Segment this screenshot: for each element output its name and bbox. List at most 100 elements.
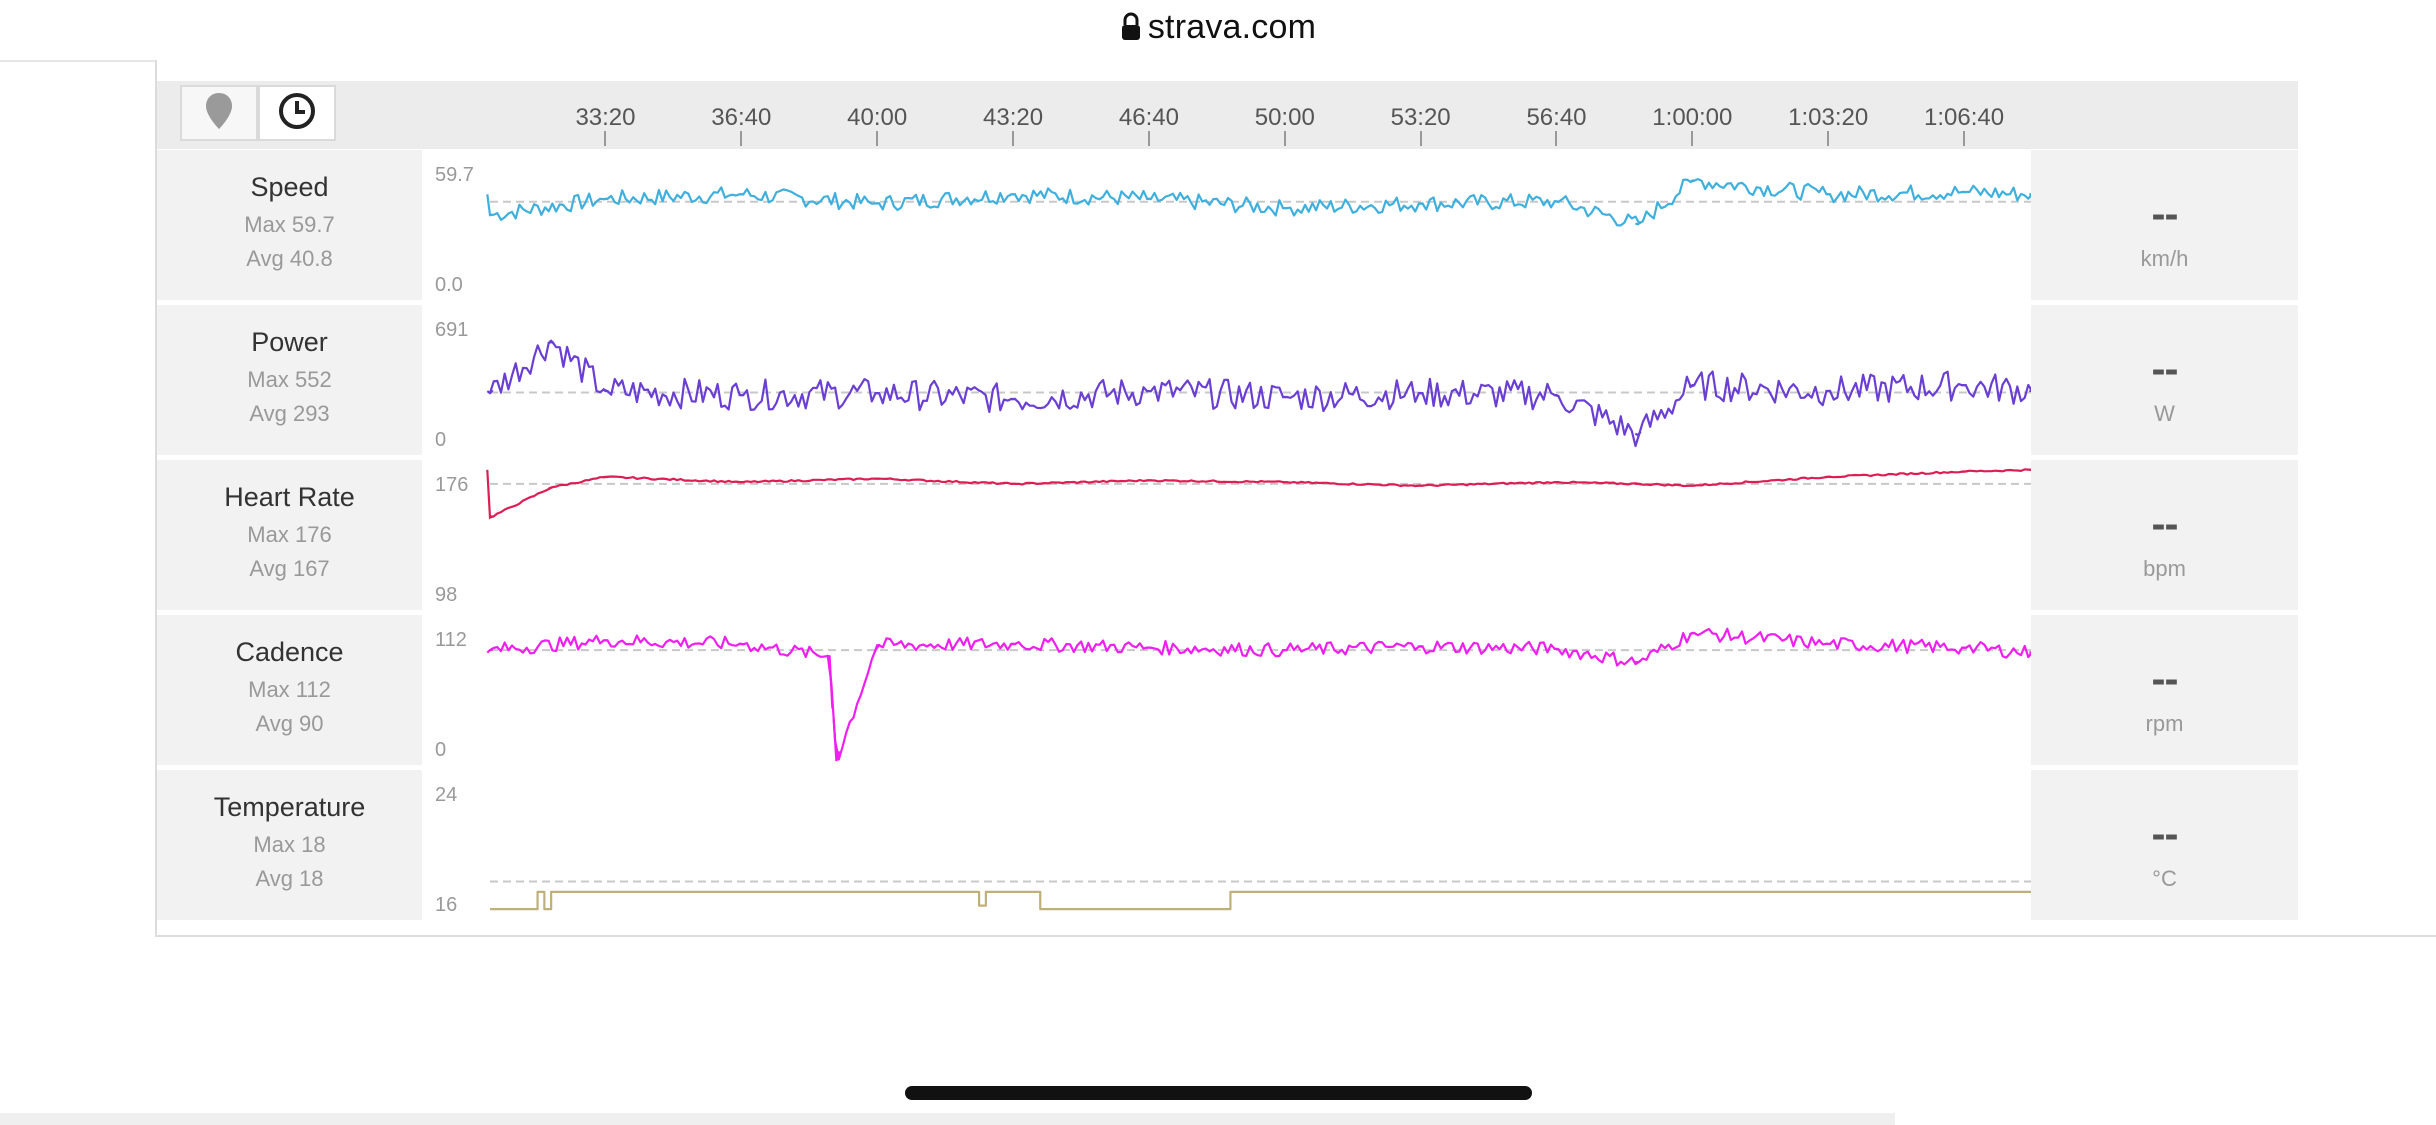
- url-text: strava.com: [1147, 7, 1317, 46]
- y-axis-min: 16: [435, 894, 458, 916]
- x-tick-label: 1:06:40: [1924, 104, 2005, 131]
- stream-row-cadence[interactable]: Cadence Max 112 Avg 90 112 0 -- rpm: [157, 615, 2298, 765]
- y-axis-min: 98: [435, 584, 458, 606]
- x-tick-mark: [1012, 131, 1015, 146]
- x-tick-label: 50:00: [1254, 104, 1315, 131]
- stream-row-power[interactable]: Power Max 552 Avg 293 691 0 -- W: [157, 305, 2298, 455]
- stream-plot[interactable]: 24 16: [423, 770, 2031, 920]
- stream-avg: Avg 18: [255, 866, 324, 891]
- stream-label: Speed Max 59.7 Avg 40.8: [157, 150, 422, 300]
- x-tick-label: 1:03:20: [1788, 104, 1869, 131]
- stream-chart-svg: [486, 178, 2031, 227]
- stream-plot[interactable]: 176 98: [423, 460, 2031, 610]
- current-value: --: [2151, 500, 2179, 547]
- series-line-power: [488, 340, 2031, 448]
- stream-name: Heart Rate: [224, 482, 355, 512]
- stream-plot[interactable]: 112 0: [423, 615, 2031, 765]
- unit-label: bpm: [2143, 556, 2186, 581]
- stream-name: Speed: [250, 172, 329, 202]
- series-line-temperature: [490, 890, 2031, 911]
- stream-avg: Avg 293: [249, 401, 330, 426]
- y-axis-max: 24: [435, 784, 458, 806]
- x-tick-mark: [1963, 131, 1966, 146]
- stream-row-speed[interactable]: Speed Max 59.7 Avg 40.8 59.7 0.0 -- km/h: [157, 150, 2298, 300]
- url-display[interactable]: strava.com: [1120, 8, 1316, 47]
- x-tick-label: 56:40: [1526, 104, 1587, 131]
- x-tick-label: 46:40: [1118, 104, 1179, 131]
- unit-label: W: [2154, 401, 2175, 426]
- stream-chart-svg: [490, 880, 2031, 911]
- stream-avg: Avg 167: [249, 556, 330, 581]
- stream-label: Temperature Max 18 Avg 18: [157, 770, 422, 920]
- stream-max: Max 176: [247, 522, 332, 547]
- x-tick-mark: [1147, 131, 1150, 146]
- stream-plot[interactable]: 59.7 0.0: [423, 150, 2031, 300]
- stream-name: Power: [251, 327, 328, 357]
- data-point-marks: [486, 468, 2031, 520]
- series-line-speed: [489, 178, 2031, 227]
- stream-name: Cadence: [235, 637, 344, 667]
- stream-max: Max 552: [247, 367, 332, 392]
- stream-chart-svg: [486, 339, 2031, 448]
- current-value: --: [2151, 345, 2179, 392]
- y-axis-max: 691: [435, 319, 469, 341]
- y-axis-max: 112: [435, 629, 467, 651]
- stream-name: Temperature: [213, 792, 366, 822]
- browser-address-bar[interactable]: strava.com: [0, 0, 2436, 62]
- stream-max: Max 18: [253, 832, 326, 857]
- data-point-marks: [486, 631, 2031, 762]
- stream-avg: Avg 40.8: [246, 246, 333, 271]
- clock-icon: [277, 91, 317, 136]
- series-line-cadence: [489, 627, 2031, 761]
- unit-label: km/h: [2140, 246, 2189, 271]
- y-axis-max: 176: [435, 474, 469, 496]
- distance-view-button[interactable]: [180, 85, 258, 141]
- stream-chart-svg: [486, 627, 2031, 762]
- unit-label: °C: [2152, 866, 2177, 891]
- x-tick-mark: [740, 131, 743, 146]
- series-line-heart-rate: [489, 468, 2031, 519]
- stream-label: Power Max 552 Avg 293: [157, 305, 422, 455]
- stream-readout: -- W: [2031, 305, 2298, 455]
- x-tick-mark: [1691, 131, 1694, 146]
- x-tick-label: 36:40: [711, 104, 772, 131]
- stream-max: Max 59.7: [244, 212, 335, 237]
- x-tick-mark: [1827, 131, 1830, 146]
- x-tick-label: 43:20: [983, 104, 1044, 131]
- stream-row-heart-rate[interactable]: Heart Rate Max 176 Avg 167 176 98 -- bpm: [157, 460, 2298, 610]
- y-axis-min: 0: [435, 429, 447, 451]
- stream-label: Heart Rate Max 176 Avg 167: [157, 460, 422, 610]
- x-tick-label: 33:20: [575, 104, 636, 131]
- stream-readout: -- km/h: [2031, 150, 2298, 300]
- stream-readout: -- °C: [2031, 770, 2298, 920]
- y-axis-min: 0.0: [435, 274, 463, 296]
- x-tick-mark: [1419, 131, 1422, 146]
- time-axis-band: [157, 81, 2298, 149]
- lock-icon: [1120, 12, 1142, 42]
- x-tick-mark: [1555, 131, 1558, 146]
- x-tick-label: 40:00: [847, 104, 908, 131]
- stream-chart-svg: [486, 468, 2031, 520]
- stream-avg: Avg 90: [255, 711, 324, 736]
- bottom-bar: [0, 1113, 1895, 1125]
- x-tick-label: 53:20: [1390, 104, 1451, 131]
- home-indicator[interactable]: [905, 1086, 1532, 1100]
- stream-plot[interactable]: 691 0: [423, 305, 2031, 455]
- x-tick-mark: [876, 131, 879, 146]
- stream-readout: -- bpm: [2031, 460, 2298, 610]
- stream-label: Cadence Max 112 Avg 90: [157, 615, 422, 765]
- x-tick-mark: [604, 131, 607, 146]
- current-value: --: [2151, 810, 2179, 857]
- y-axis-min: 0: [435, 739, 447, 761]
- unit-label: rpm: [2145, 711, 2184, 736]
- x-tick-mark: [1283, 131, 1286, 146]
- stream-row-temperature[interactable]: Temperature Max 18 Avg 18 24 16 -- °C: [157, 770, 2298, 920]
- current-value: --: [2151, 655, 2179, 702]
- y-axis-max: 59.7: [435, 164, 474, 186]
- x-tick-label: 1:00:00: [1652, 104, 1733, 131]
- stream-readout: -- rpm: [2031, 615, 2298, 765]
- stream-max: Max 112: [248, 677, 331, 702]
- map-pin-icon: [204, 91, 234, 136]
- current-value: --: [2151, 190, 2179, 237]
- time-view-button[interactable]: [258, 85, 336, 141]
